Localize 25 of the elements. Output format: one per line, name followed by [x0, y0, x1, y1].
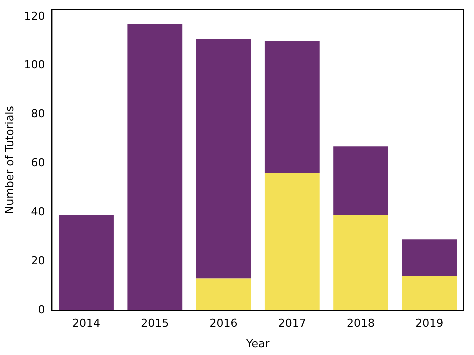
bar: [196, 278, 252, 311]
x-tick-label: 2017: [278, 317, 306, 330]
x-tick-label: 2015: [141, 317, 170, 330]
bar: [334, 215, 389, 311]
y-axis-title: Number of Tutorials: [3, 106, 16, 214]
y-tick-label: 40: [31, 206, 46, 219]
y-tick-label: 120: [24, 10, 46, 23]
x-tick-label: 2014: [72, 317, 101, 330]
bar: [402, 240, 458, 276]
y-tick-label: 80: [31, 108, 46, 121]
bar: [59, 215, 114, 311]
bar: [264, 41, 320, 174]
x-tick-label: 2018: [347, 317, 376, 330]
y-tick-label: 100: [24, 58, 46, 72]
bar: [264, 174, 320, 311]
bar: [196, 38, 252, 279]
x-axis-title: Year: [245, 337, 270, 350]
y-tick-label: 20: [31, 254, 46, 268]
x-tick-label: 2016: [210, 317, 238, 330]
bar: [334, 146, 389, 216]
x-tick-label: 2019: [416, 317, 444, 330]
y-tick-label: 0: [38, 303, 46, 316]
bar: [402, 276, 458, 311]
y-tick-label: 60: [31, 156, 46, 170]
bar: [128, 24, 183, 311]
